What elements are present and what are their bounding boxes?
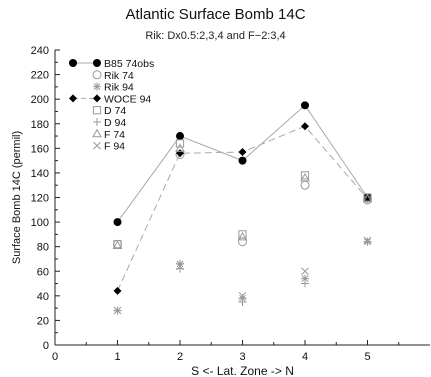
- x-axis-label: S <- Lat. Zone -> N: [191, 364, 294, 377]
- axes: 0 20 40 60 80 100 120 140 160 180 200 220 240 0 1 2 3 4 5: [31, 45, 430, 363]
- marker-plus: [238, 297, 247, 306]
- marker-open-square: [175, 139, 185, 148]
- y-tick-label: 0: [43, 340, 49, 352]
- legend-entry: Rik 74: [92, 70, 134, 82]
- legend-label: Rik 74: [104, 70, 134, 82]
- legend-entry: Rik 94: [93, 82, 134, 94]
- marker-asterisk: [301, 274, 309, 283]
- marker-open-square: [92, 106, 102, 115]
- marker-filled-circle: [113, 218, 122, 227]
- marker-open-circle: [300, 180, 310, 190]
- marker-x: [301, 267, 309, 276]
- marker-open-circle: [92, 70, 102, 80]
- marker-filled-circle: [93, 59, 101, 67]
- legend-entry: WOCE 94: [69, 93, 151, 105]
- legend-entry: D 94: [93, 117, 126, 129]
- marker-plus: [301, 279, 309, 288]
- y-tick-label: 120: [31, 193, 49, 205]
- marker-open-triangle: [237, 231, 248, 241]
- series-5: [113, 237, 372, 315]
- marker-filled-diamond: [238, 148, 247, 157]
- y-tick-label: 60: [37, 266, 49, 278]
- legend-label: Rik 94: [104, 82, 134, 94]
- y-tick-label: 40: [37, 291, 49, 303]
- marker-asterisk: [93, 82, 101, 91]
- legend-label: D 74: [104, 105, 126, 117]
- marker-filled-diamond: [93, 94, 101, 103]
- marker-open-square: [300, 171, 310, 180]
- legend-label: F 74: [104, 129, 125, 141]
- marker-x: [363, 236, 372, 245]
- marker-x: [176, 262, 184, 271]
- legend-entry: F 94: [93, 141, 125, 153]
- marker-filled-circle: [238, 156, 247, 165]
- marker-plus: [93, 118, 101, 126]
- marker-open-triangle: [362, 193, 373, 203]
- x-tick-label: 2: [177, 351, 183, 363]
- plot-area: [112, 101, 373, 315]
- marker-open-square: [238, 230, 247, 239]
- x-tick-label: 4: [302, 351, 308, 363]
- y-tick-label: 20: [37, 315, 49, 327]
- marker-open-triangle: [92, 128, 102, 138]
- x-tick-label: 0: [52, 351, 58, 363]
- marker-open-triangle: [175, 143, 185, 152]
- marker-filled-circle: [301, 101, 309, 110]
- y-tick-label: 140: [31, 168, 49, 180]
- series-3: [113, 122, 372, 295]
- legend-label: D 94: [104, 117, 126, 129]
- marker-asterisk: [176, 259, 184, 268]
- legend-label: B85 74obs: [104, 58, 154, 70]
- y-tick-label: 180: [31, 119, 49, 131]
- marker-x: [238, 291, 247, 300]
- marker-open-circle: [238, 237, 247, 247]
- y-tick-label: 220: [31, 70, 49, 82]
- legend-entry: D 74: [92, 105, 126, 117]
- marker-filled-circle: [176, 132, 184, 141]
- marker-filled-diamond: [301, 122, 309, 131]
- x-tick-label: 1: [114, 351, 120, 363]
- marker-filled-diamond: [69, 94, 77, 103]
- series-7: [113, 236, 372, 315]
- marker-open-triangle: [300, 172, 310, 182]
- legend-entry: B85 74obs: [69, 58, 154, 70]
- y-tick-label: 100: [31, 217, 49, 229]
- y-tick-label: 240: [31, 45, 49, 57]
- legend-label: F 94: [104, 141, 125, 153]
- legend-entry: F 74: [92, 128, 125, 141]
- series-6: [112, 143, 373, 249]
- marker-x: [93, 141, 101, 150]
- y-tick-label: 200: [31, 94, 49, 106]
- chart-title: Atlantic Surface Bomb 14C: [125, 6, 306, 23]
- chart-subtitle: Rik: Dx0.5:2,3,4 and F−2:3,4: [145, 30, 286, 42]
- y-axis-label: Surface Bomb 14C (permil): [11, 131, 23, 264]
- marker-x: [113, 306, 122, 315]
- marker-plus: [363, 237, 372, 246]
- y-tick-label: 160: [31, 143, 49, 155]
- marker-open-triangle: [112, 240, 123, 249]
- series-0: [113, 101, 372, 227]
- x-tick-label: 5: [364, 351, 370, 363]
- marker-filled-circle: [69, 59, 77, 67]
- marker-filled-diamond: [176, 149, 184, 158]
- y-tick-label: 80: [37, 242, 49, 254]
- marker-filled-diamond: [113, 286, 122, 295]
- legend-label: WOCE 94: [104, 93, 151, 105]
- x-tick-label: 3: [239, 351, 245, 363]
